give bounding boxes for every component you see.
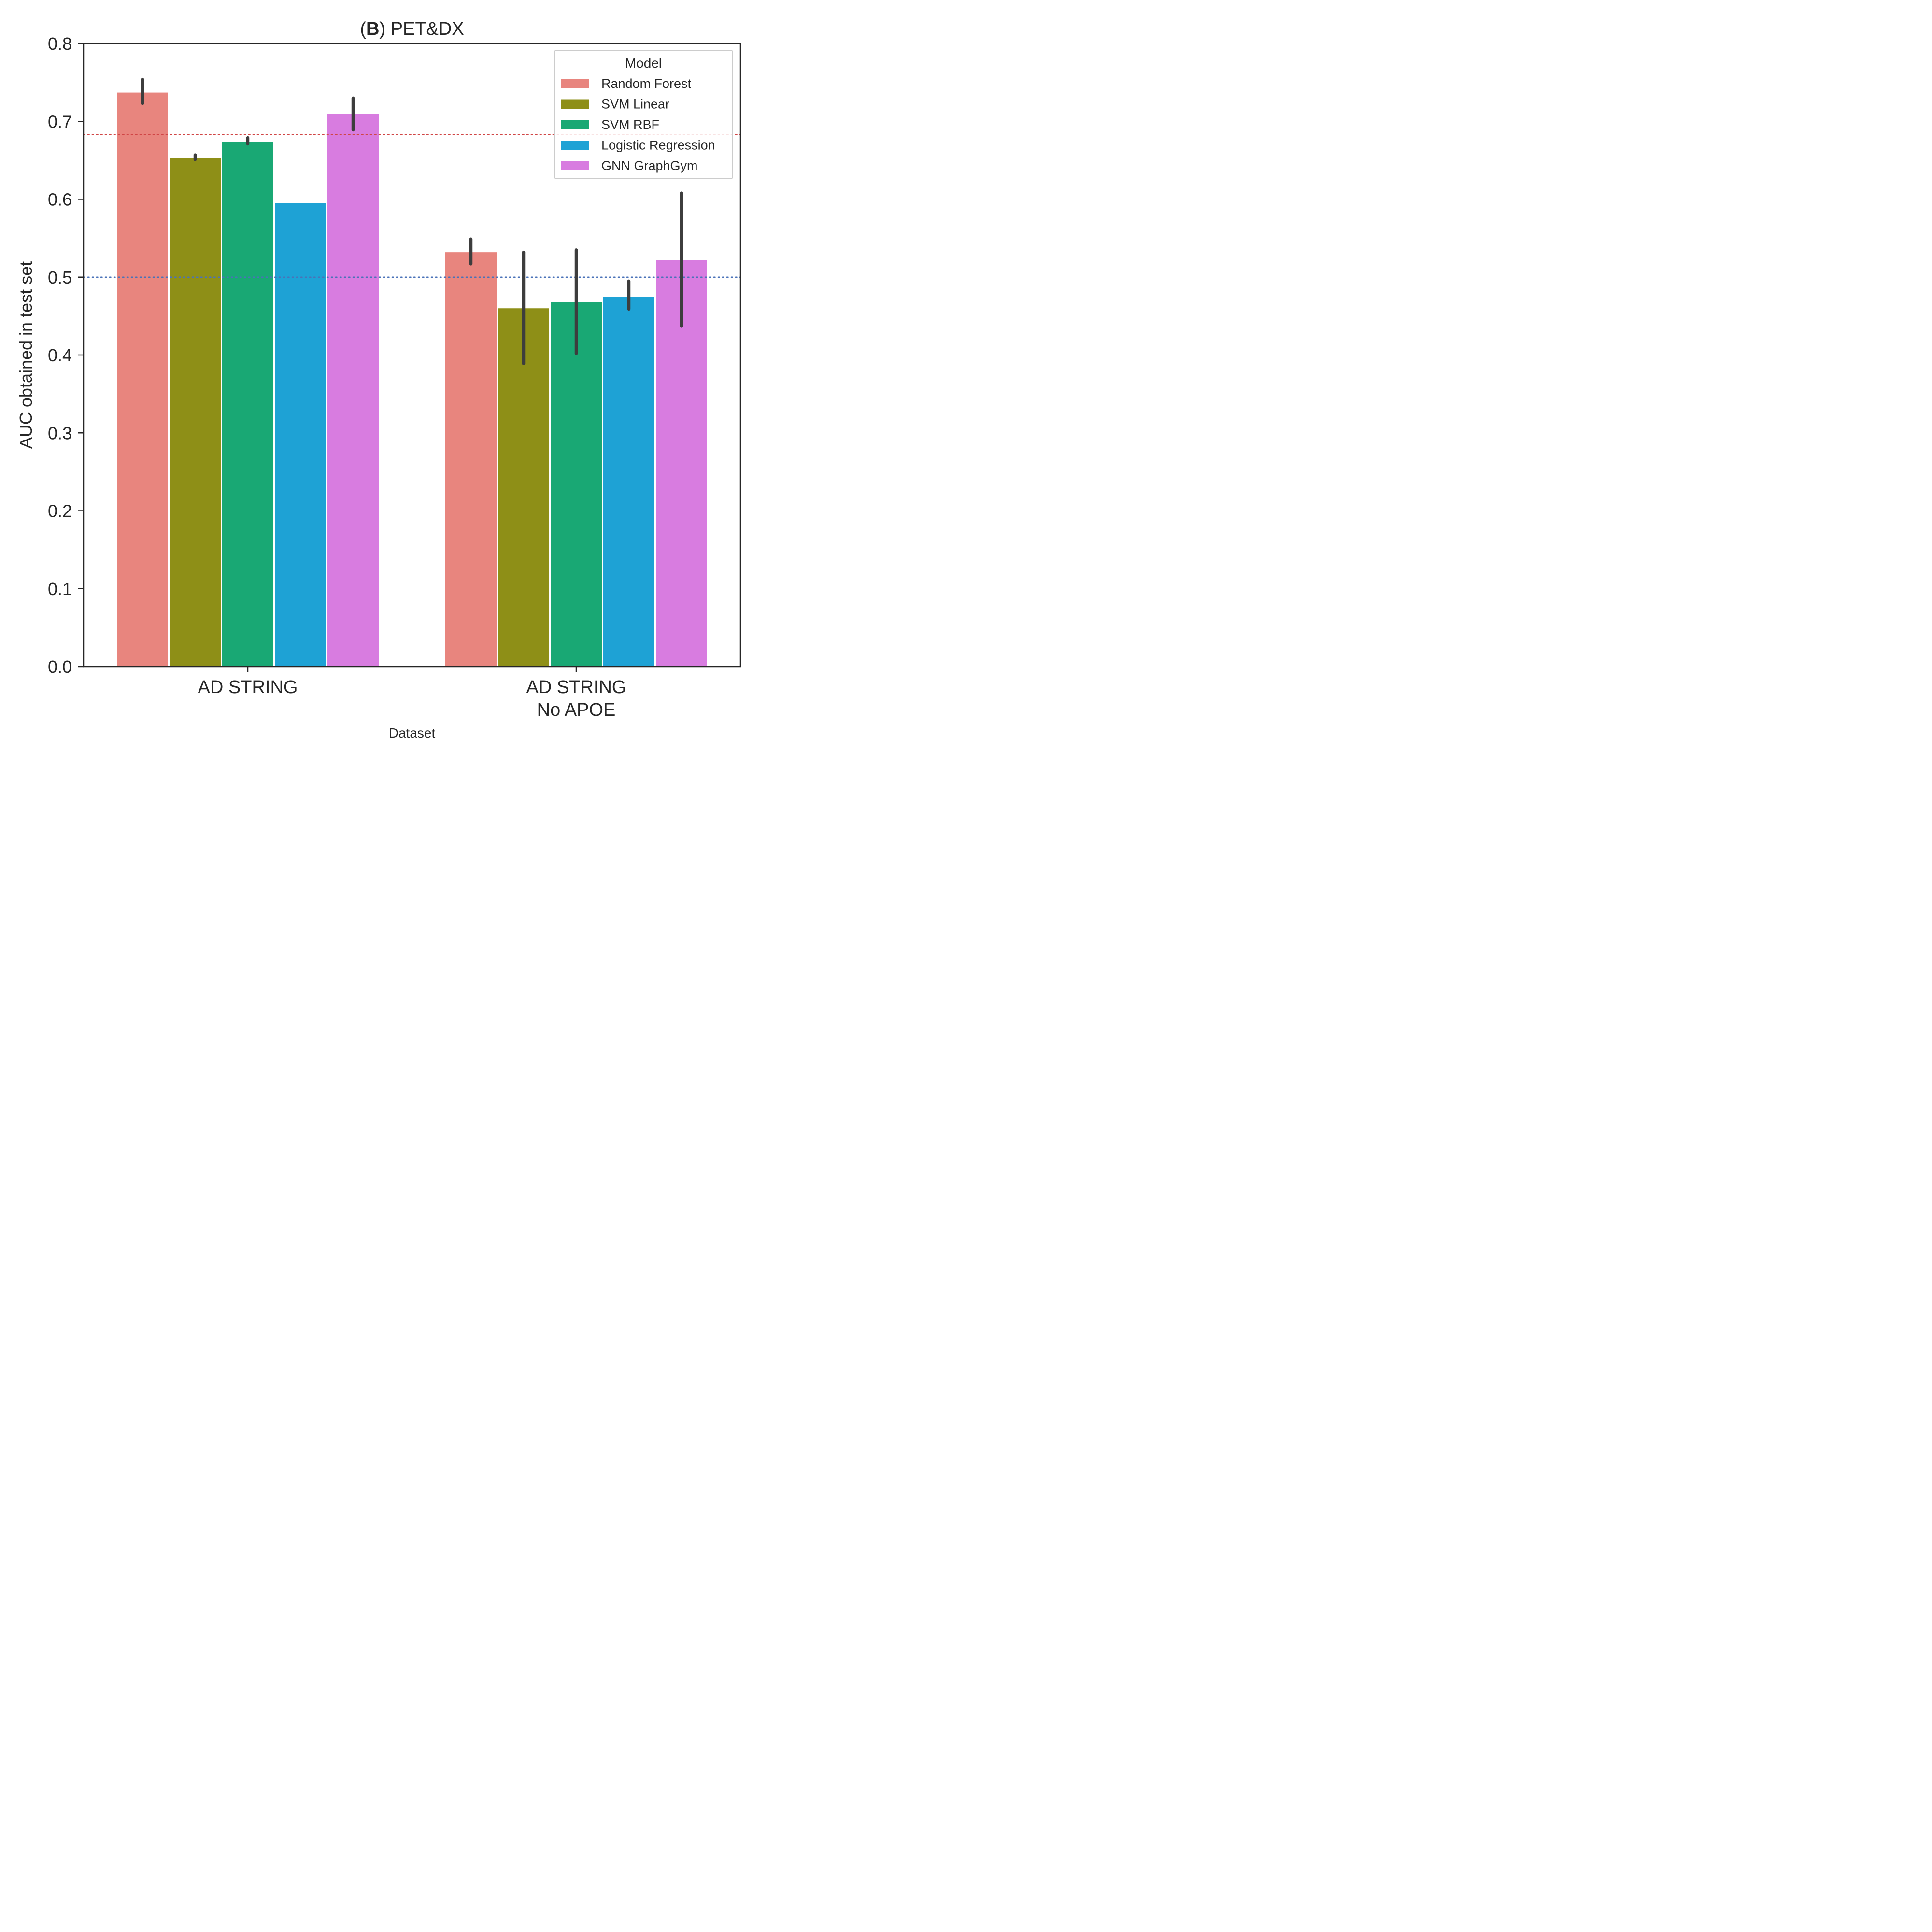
bar-svm-linear-0	[170, 158, 221, 667]
x-axis-label: Dataset	[389, 725, 436, 740]
y-tick-label-7: 0.7	[48, 112, 72, 131]
legend-swatch-0	[561, 79, 589, 88]
legend: Model Random Forest SVM Linear SVM RBF Logis…	[554, 50, 733, 179]
bar-logistic-regression-0	[275, 203, 326, 667]
legend-label-4: GNN GraphGym	[601, 158, 698, 173]
legend-label-0: Random Forest	[601, 76, 692, 91]
legend-swatch-4	[561, 161, 589, 170]
bar-svm-rbf-1	[551, 302, 602, 667]
y-tick-label-0: 0.0	[48, 657, 72, 677]
legend-title: Model	[625, 56, 662, 71]
legend-swatch-2	[561, 120, 589, 129]
bar-svm-rbf-0	[222, 142, 273, 667]
x-tick-label-0-0: AD STRING	[198, 677, 298, 697]
axes: 0.0 0.1 0.2 0.3 0.4 0.5 0.6 0.7 0.8 AD STRING AD S…	[48, 34, 741, 720]
legend-swatch-3	[561, 141, 589, 150]
bar-svm-linear-1	[498, 308, 549, 667]
legend-label-1: SVM Linear	[601, 97, 669, 112]
y-tick-label-3: 0.3	[48, 423, 72, 443]
legend-box	[554, 50, 733, 179]
x-tick-label-1-1: No APOE	[537, 700, 616, 720]
chart-title-rest: ) PET&DX	[379, 19, 464, 39]
plot-area	[83, 77, 741, 667]
y-tick-label-6: 0.6	[48, 190, 72, 210]
legend-label-3: Logistic Regression	[601, 138, 715, 153]
chart-title-bold: B	[366, 19, 379, 39]
y-tick-label-8: 0.8	[48, 34, 72, 54]
bar-gnn-graphgym-0	[327, 114, 379, 667]
bar-random-forest-1	[445, 252, 497, 667]
y-tick-label-4: 0.4	[48, 345, 72, 365]
x-tick-label-1-0: AD STRING	[526, 677, 626, 697]
bar-logistic-regression-1	[603, 297, 654, 667]
legend-label-2: SVM RBF	[601, 117, 659, 132]
y-tick-label-1: 0.1	[48, 579, 72, 599]
chart: (B) PET&DX 0.0 0.1 0.2 0.3 0.4 0.5 0.6 0.7 0.8 AD…	[16, 19, 741, 740]
y-tick-label-5: 0.5	[48, 268, 72, 287]
chart-title: (B) PET&DX	[360, 19, 464, 39]
bar-random-forest-0	[117, 92, 168, 667]
legend-swatch-1	[561, 99, 589, 109]
y-axis-label: AUC obtained in test set	[16, 261, 36, 449]
chart-title-open: (	[360, 19, 366, 39]
y-tick-label-2: 0.2	[48, 501, 72, 521]
